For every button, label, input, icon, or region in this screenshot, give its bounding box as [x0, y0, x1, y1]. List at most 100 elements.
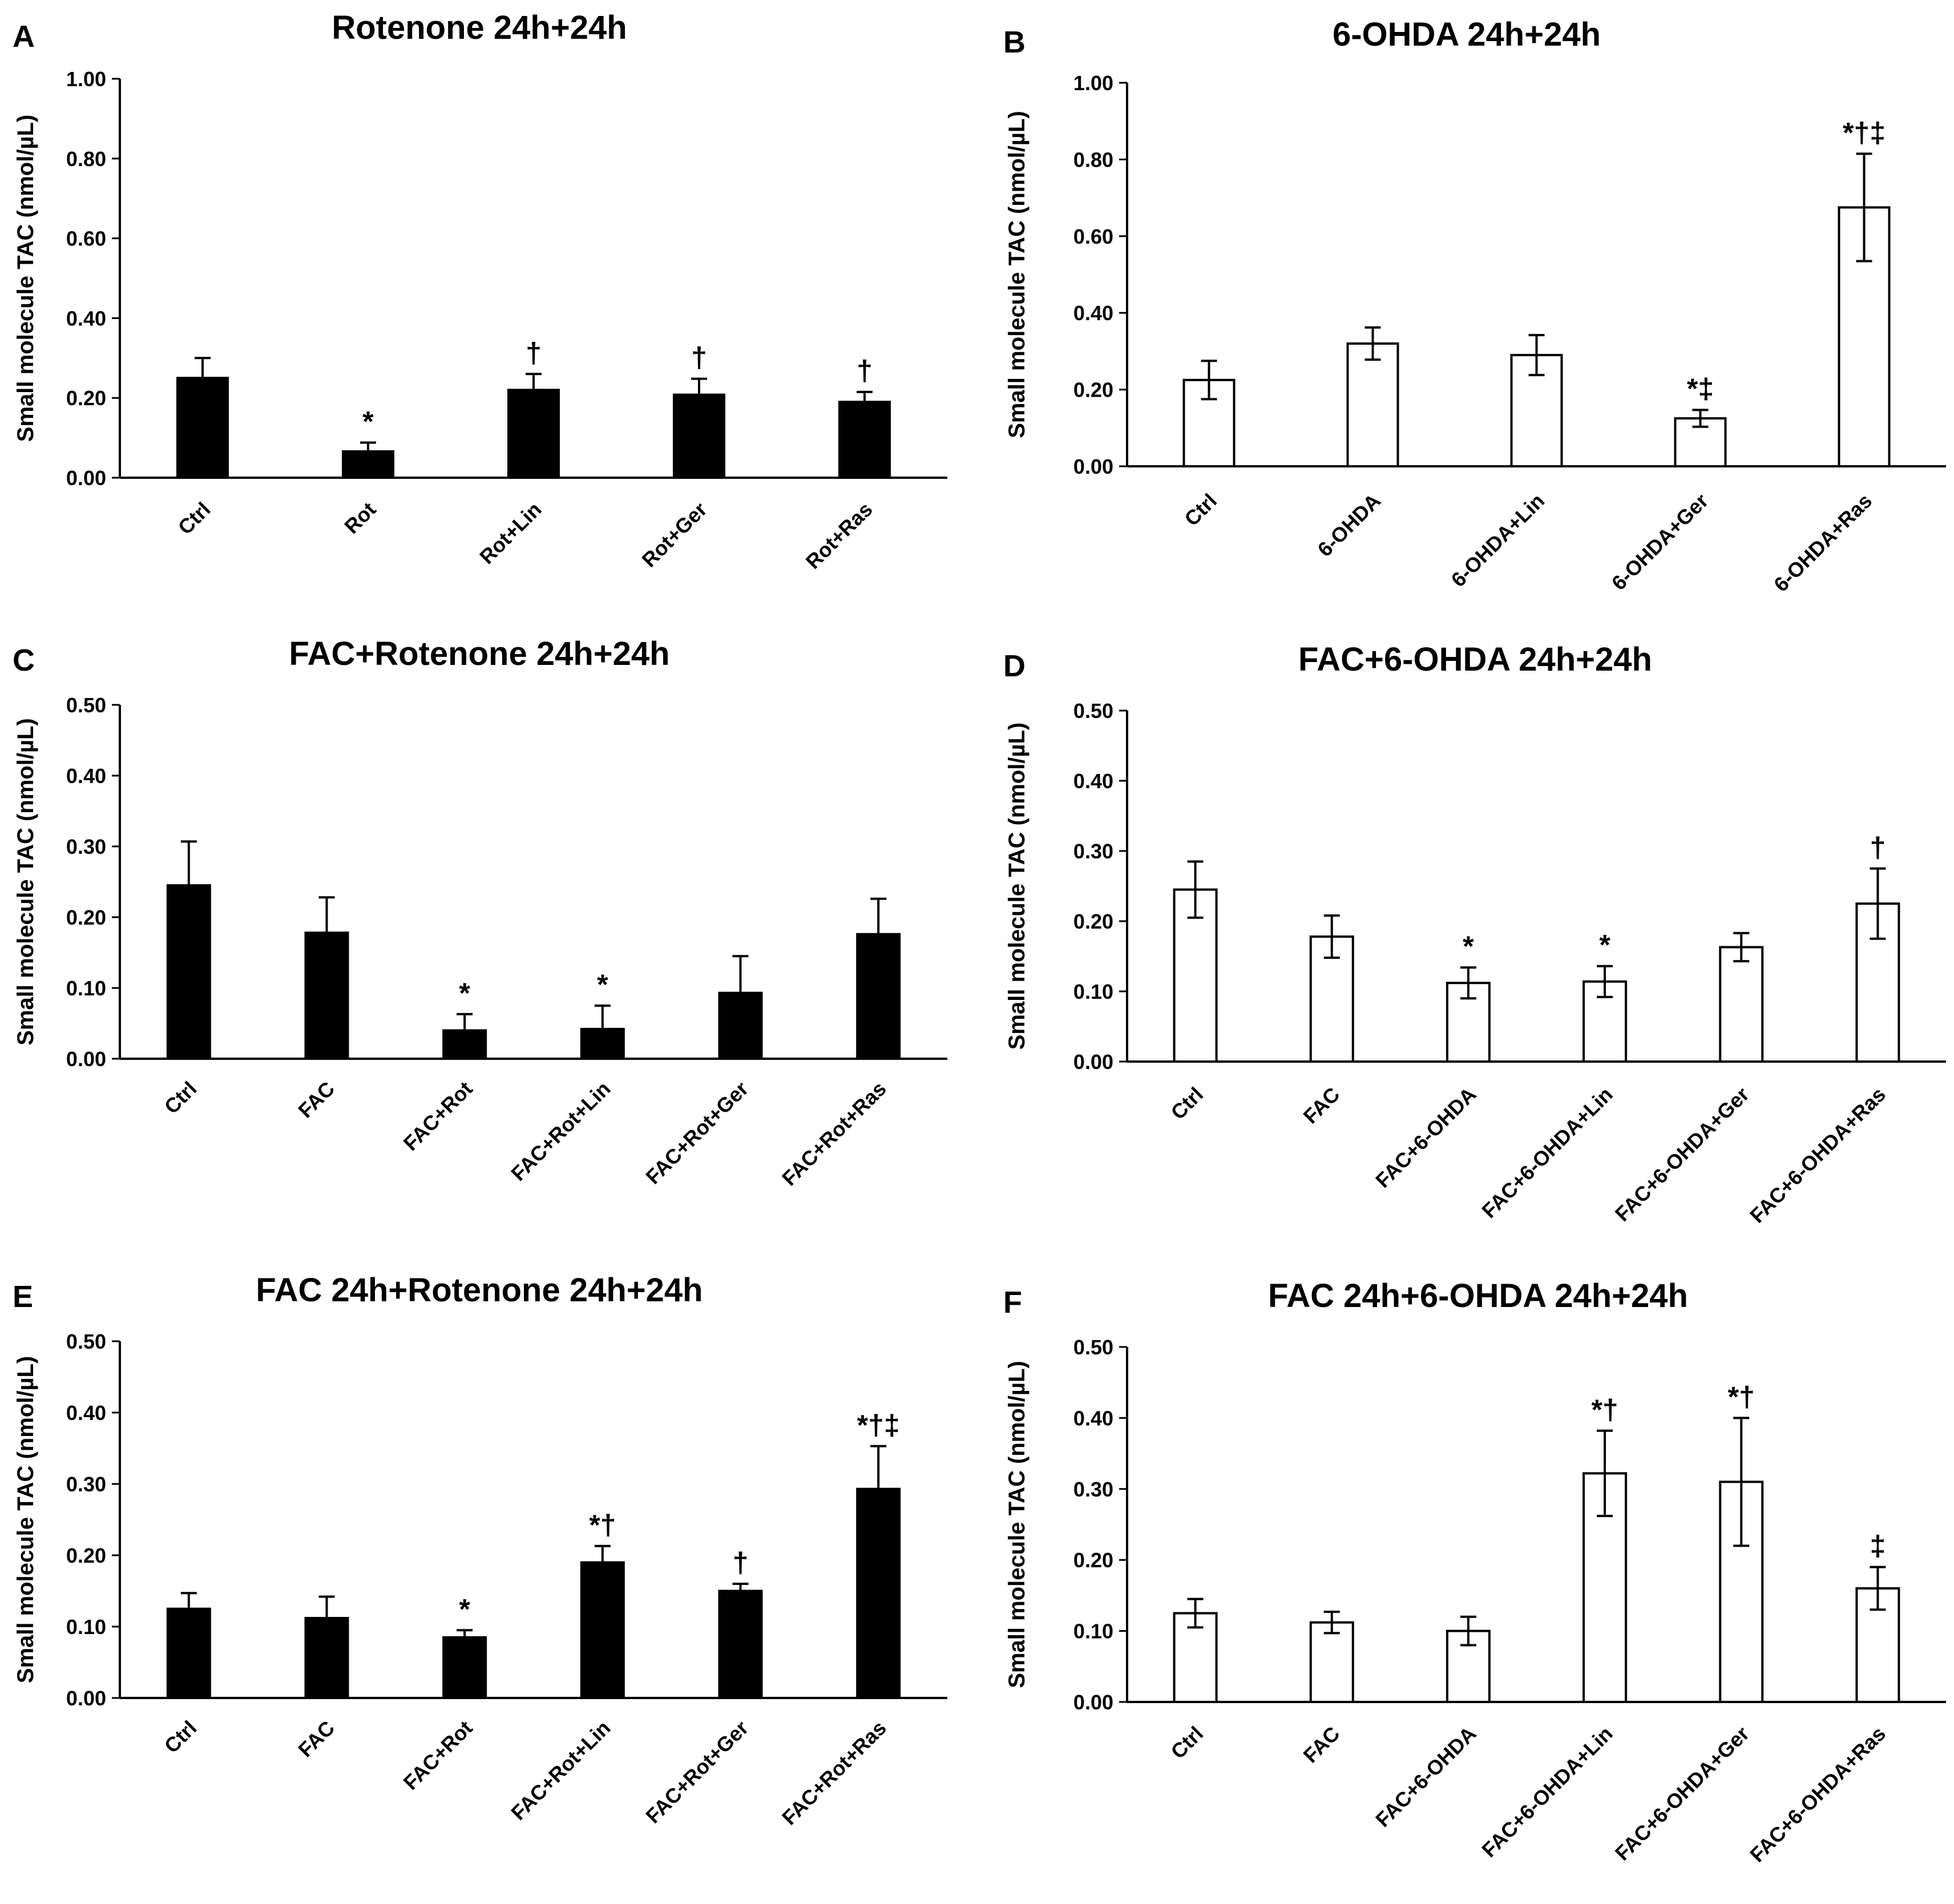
significance-marker: *†: [1591, 1394, 1618, 1426]
y-tick-label: 0.10: [1073, 1620, 1113, 1643]
y-tick-label: 0.40: [1073, 301, 1113, 325]
bar: [856, 1487, 901, 1699]
x-tick-label: 6-OHDA+Ras: [1769, 489, 1876, 596]
chart-panel-e: E FAC 24h+Rotenone 24h+24h Small molecule …: [13, 1272, 947, 1829]
bar: [304, 1617, 349, 1699]
x-tick-label: Ctrl: [1166, 1722, 1208, 1764]
bar: [442, 1029, 487, 1060]
chart-title: Rotenone 24h+24h: [332, 9, 627, 46]
bar: [1719, 946, 1764, 1063]
x-tick-label: Ctrl: [160, 1716, 201, 1758]
bar: [1309, 1621, 1354, 1704]
x-tick-label: FAC+Rot+Ger: [641, 1716, 753, 1828]
y-axis-label: Small molecule TAC (nmol/µL): [1004, 723, 1030, 1050]
x-tick-label: FAC+6-OHDA+Ras: [1745, 1722, 1890, 1867]
chart-title: 6-OHDA 24h+24h: [1333, 16, 1601, 53]
chart-panel-b: B 6-OHDA 24h+24h Small molecule TAC (nmol/…: [1003, 16, 1946, 596]
panel-letter: A: [13, 19, 35, 54]
y-axis-label: Small molecule TAC (nmol/µL): [1004, 1361, 1030, 1688]
significance-marker: *: [459, 977, 470, 1009]
bar: [176, 377, 229, 479]
y-tick-label: 0.00: [1073, 1050, 1113, 1074]
significance-marker: *†‡: [857, 1409, 900, 1441]
x-tick-label: FAC+Rot+Ras: [777, 1077, 891, 1191]
significance-marker: *†‡: [1843, 116, 1886, 148]
significance-marker: †: [857, 355, 873, 387]
bar: [856, 933, 901, 1060]
chart-panel-c: C FAC+Rotenone 24h+24h Small molecule TAC …: [13, 635, 947, 1190]
y-tick-label: 0.00: [66, 1047, 106, 1071]
y-tick-label: 0.20: [66, 906, 106, 929]
x-tick-label: Rot+Lin: [475, 498, 546, 568]
y-tick-label: 0.20: [1073, 378, 1113, 402]
x-tick-label: Rot: [340, 498, 380, 538]
y-tick-label: 0.40: [66, 306, 106, 330]
y-tick-label: 1.00: [66, 67, 106, 91]
y-axis-label: Small molecule TAC (nmol/µL): [13, 115, 38, 442]
y-tick-label: 0.40: [66, 1401, 106, 1425]
chart-title: FAC 24h+Rotenone 24h+24h: [256, 1272, 703, 1309]
y-tick-label: 0.50: [66, 693, 106, 717]
bar: [166, 884, 211, 1060]
y-tick-label: 0.20: [66, 386, 106, 410]
chart-title: FAC+Rotenone 24h+24h: [289, 635, 669, 672]
y-tick-label: 0.40: [1073, 769, 1113, 793]
x-tick-label: FAC+Rot+Ger: [641, 1077, 753, 1189]
x-tick-label: FAC: [293, 1716, 339, 1762]
significance-marker: †: [691, 342, 707, 374]
significance-marker: *: [1463, 930, 1474, 962]
x-tick-label: Ctrl: [160, 1077, 201, 1119]
panel-letter: E: [13, 1280, 33, 1314]
y-tick-label: 0.00: [1073, 455, 1113, 478]
x-tick-label: FAC+6-OHDA+Lin: [1477, 1083, 1617, 1223]
y-tick-label: 0.30: [1073, 1478, 1113, 1501]
panel-letter: C: [13, 643, 35, 677]
y-tick-label: 0.00: [66, 1687, 106, 1710]
y-tick-label: 0.10: [66, 1615, 106, 1639]
bar: [673, 393, 725, 479]
y-tick-label: 0.30: [66, 835, 106, 858]
x-tick-label: FAC+Rot+Ras: [777, 1716, 891, 1830]
bar: [580, 1561, 625, 1699]
chart-title: FAC+6-OHDA 24h+24h: [1298, 641, 1652, 678]
x-tick-label: FAC+6-OHDA+Lin: [1477, 1722, 1617, 1862]
y-tick-label: 1.00: [1073, 71, 1113, 95]
significance-marker: *: [597, 969, 608, 1001]
y-axis-label: Small molecule TAC (nmol/µL): [1004, 111, 1030, 438]
significance-marker: *: [459, 1593, 470, 1625]
y-tick-label: 0.20: [1073, 910, 1113, 933]
bar: [507, 389, 560, 479]
x-tick-label: Ctrl: [173, 498, 215, 539]
y-tick-label: 0.40: [1073, 1406, 1113, 1430]
significance-marker: *‡: [1687, 373, 1714, 405]
y-tick-label: 0.00: [66, 466, 106, 490]
bar: [580, 1027, 625, 1060]
y-tick-label: 0.80: [66, 147, 106, 171]
bar: [1346, 342, 1399, 468]
x-tick-label: FAC: [293, 1077, 339, 1123]
chart-panel-d: D FAC+6-OHDA 24h+24h Small molecule TAC (n…: [1003, 641, 1946, 1228]
x-tick-label: FAC+6-OHDA: [1371, 1083, 1480, 1192]
y-tick-label: 0.60: [1073, 225, 1113, 248]
significance-marker: *†: [589, 1509, 616, 1541]
bar: [166, 1607, 211, 1699]
y-axis-label: Small molecule TAC (nmol/µL): [13, 718, 38, 1045]
x-tick-label: Rot+Ras: [801, 498, 877, 574]
bar: [718, 1590, 763, 1699]
chart-panel-f: F FAC 24h+6-OHDA 24h+24h Small molecule TA…: [1003, 1277, 1946, 1867]
bar: [718, 991, 763, 1060]
x-tick-label: FAC+6-OHDA: [1371, 1722, 1480, 1832]
x-tick-label: FAC+6-OHDA+Ger: [1610, 1722, 1754, 1865]
x-tick-label: 6-OHDA+Lin: [1447, 489, 1549, 592]
bar: [304, 931, 349, 1060]
significance-marker: †: [733, 1547, 749, 1579]
chart-panel-a: A Rotenone 24h+24h Small molecule TAC (nmo…: [13, 9, 947, 574]
x-tick-label: Ctrl: [1166, 1083, 1208, 1124]
panel-letter: B: [1003, 25, 1026, 59]
y-tick-label: 0.10: [1073, 980, 1113, 1003]
x-tick-label: Rot+Ger: [637, 498, 712, 572]
bar: [442, 1636, 487, 1699]
significance-marker: †: [1870, 832, 1886, 864]
y-tick-label: 0.20: [66, 1544, 106, 1567]
